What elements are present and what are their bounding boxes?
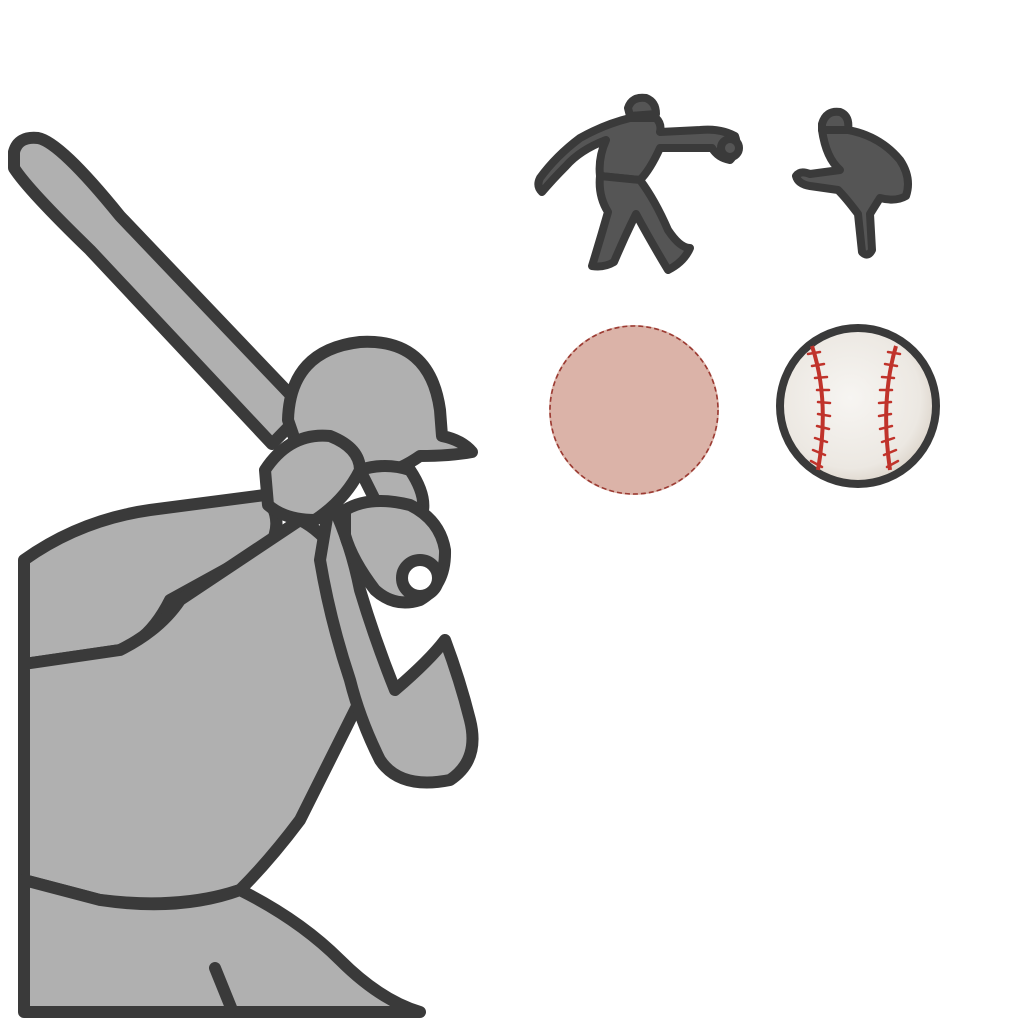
baseball-icon <box>776 324 940 488</box>
batter-front-arm <box>314 494 479 789</box>
bat-icon <box>8 131 311 450</box>
batter-legs <box>18 874 426 1018</box>
batter-glove-knuckle <box>396 554 444 602</box>
batter-leg-crease <box>209 962 238 1016</box>
pitcher-crouch-icon <box>792 107 912 259</box>
batter-icon <box>8 131 479 1018</box>
pitcher-windup-icon <box>534 93 743 274</box>
batter-hands <box>259 429 366 526</box>
target-circle-icon <box>549 325 719 495</box>
